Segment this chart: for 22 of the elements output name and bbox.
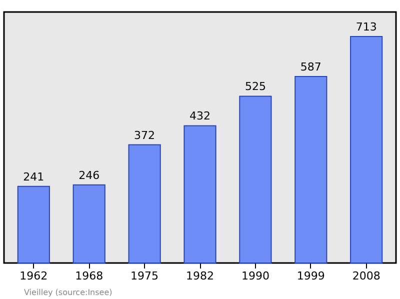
bar [128, 144, 161, 264]
data-label: 246 [78, 168, 100, 182]
data-label: 241 [23, 170, 44, 184]
bar [72, 184, 106, 264]
data-label: 372 [134, 128, 156, 142]
x-tick-label: 1999 [296, 270, 325, 282]
x-tick-label: 2008 [352, 270, 380, 282]
data-label: 525 [244, 80, 266, 94]
data-label: 432 [190, 110, 210, 123]
bar [294, 76, 328, 264]
x-tick-label: 1982 [186, 270, 214, 282]
x-tick-label: 1990 [241, 270, 270, 282]
bar [239, 96, 272, 264]
data-label: 713 [356, 20, 377, 34]
x-tick-label: 1975 [130, 270, 159, 282]
data-label: 587 [300, 60, 322, 74]
text: Vieilley (source:Insee) [24, 288, 112, 297]
x-tick-label: 1962 [20, 270, 48, 282]
bar [184, 125, 216, 264]
bar [350, 36, 383, 264]
bar [17, 186, 50, 264]
x-tick-label: 1968 [75, 270, 104, 282]
